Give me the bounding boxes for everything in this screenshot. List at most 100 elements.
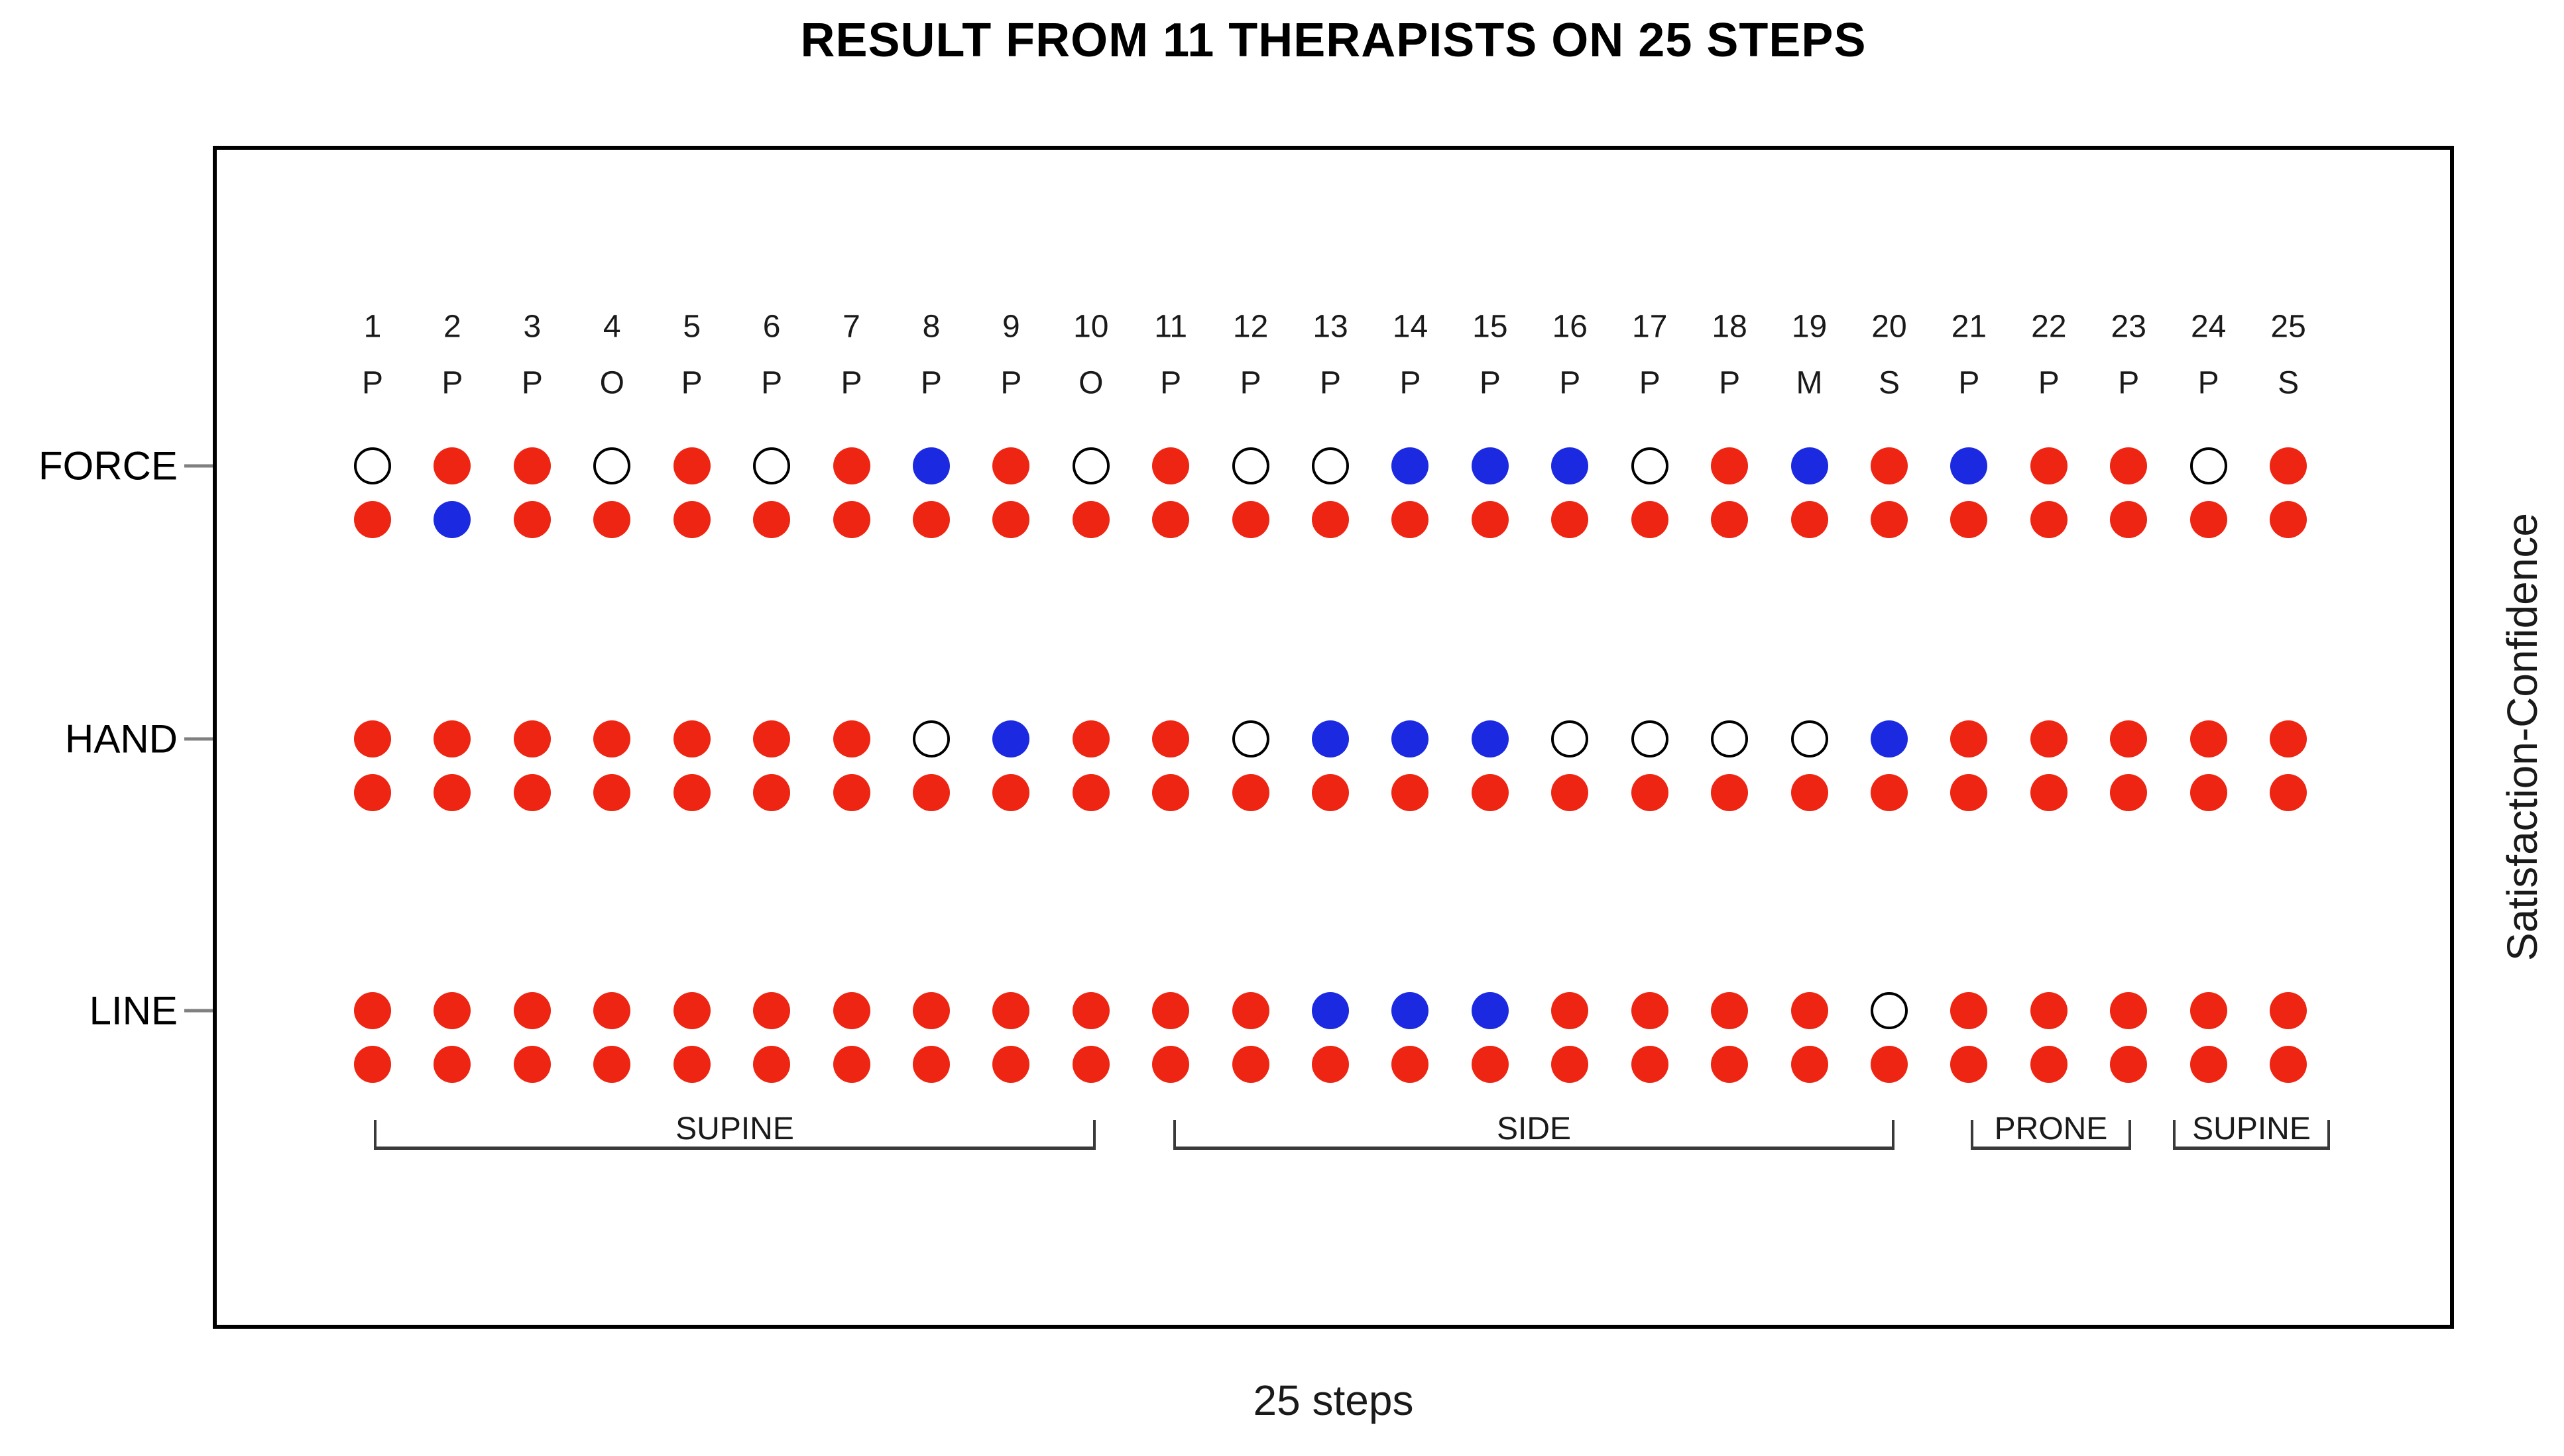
dot-force-satisfaction-step-13 [1312, 447, 1350, 484]
dot-hand-satisfaction-step-19 [1790, 720, 1828, 757]
dot-force-confidence-step-5 [673, 501, 711, 538]
dot-force-satisfaction-step-18 [1711, 447, 1749, 484]
step-letter-5: P [681, 365, 703, 401]
bracket-supine-1: SUPINE [374, 1111, 1096, 1150]
dot-force-confidence-step-19 [1790, 501, 1828, 538]
step-letter-20: S [1878, 365, 1900, 401]
dot-hand-satisfaction-step-16 [1551, 720, 1589, 757]
bracket-label-side-2: SIDE [1496, 1111, 1572, 1147]
dot-line-confidence-step-16 [1551, 1046, 1589, 1083]
dot-force-confidence-step-4 [593, 501, 631, 538]
dot-line-satisfaction-step-11 [1152, 992, 1190, 1029]
dot-force-satisfaction-step-1 [354, 447, 391, 484]
dot-line-confidence-step-4 [593, 1046, 631, 1083]
dot-force-satisfaction-step-14 [1391, 447, 1429, 484]
dot-hand-satisfaction-step-13 [1312, 720, 1350, 757]
bracket-label-prone-3: PRONE [1994, 1111, 2108, 1147]
dot-line-confidence-step-15 [1471, 1046, 1509, 1083]
dot-force-confidence-step-8 [912, 501, 950, 538]
step-number-4: 4 [603, 309, 621, 345]
dot-hand-satisfaction-step-2 [434, 720, 471, 757]
dot-hand-confidence-step-24 [2189, 774, 2227, 811]
dot-hand-satisfaction-step-15 [1471, 720, 1509, 757]
dot-force-confidence-step-9 [992, 501, 1030, 538]
dot-line-satisfaction-step-18 [1711, 992, 1749, 1029]
step-letter-8: P [920, 365, 942, 401]
dot-force-satisfaction-step-10 [1072, 447, 1110, 484]
step-number-20: 20 [1871, 309, 1907, 345]
dot-line-confidence-step-17 [1631, 1046, 1668, 1083]
step-letter-9: P [1000, 365, 1022, 401]
dot-line-satisfaction-step-6 [753, 992, 791, 1029]
dot-hand-satisfaction-step-23 [2110, 720, 2148, 757]
row-label-force: FORCE [38, 443, 178, 488]
step-number-12: 12 [1232, 309, 1269, 345]
dot-force-satisfaction-step-3 [513, 447, 551, 484]
step-letter-4: O [599, 365, 624, 401]
step-letter-3: P [521, 365, 543, 401]
step-number-19: 19 [1791, 309, 1828, 345]
dot-line-confidence-step-19 [1790, 1046, 1828, 1083]
step-number-7: 7 [843, 309, 860, 345]
dot-hand-satisfaction-step-6 [753, 720, 791, 757]
step-letter-15: P [1479, 365, 1501, 401]
dot-hand-satisfaction-step-18 [1711, 720, 1749, 757]
dot-hand-satisfaction-step-4 [593, 720, 631, 757]
dot-hand-confidence-step-16 [1551, 774, 1589, 811]
step-number-8: 8 [922, 309, 941, 345]
dot-line-confidence-step-18 [1711, 1046, 1749, 1083]
dot-hand-confidence-step-5 [673, 774, 711, 811]
dot-line-satisfaction-step-21 [1950, 992, 1988, 1029]
step-number-25: 25 [2270, 309, 2306, 345]
dot-force-satisfaction-step-5 [673, 447, 711, 484]
bracket-side-2: SIDE [1173, 1111, 1894, 1150]
dot-force-confidence-step-1 [354, 501, 391, 538]
dot-hand-satisfaction-step-3 [513, 720, 551, 757]
dot-line-satisfaction-step-8 [912, 992, 950, 1029]
dot-hand-confidence-step-8 [912, 774, 950, 811]
dot-hand-confidence-step-3 [513, 774, 551, 811]
dot-force-satisfaction-step-16 [1551, 447, 1589, 484]
dot-hand-satisfaction-step-7 [833, 720, 870, 757]
dot-hand-satisfaction-step-25 [2270, 720, 2307, 757]
step-number-24: 24 [2190, 309, 2227, 345]
dot-hand-confidence-step-21 [1950, 774, 1988, 811]
bracket-label-supine-1: SUPINE [675, 1111, 794, 1147]
row-tick-force [184, 464, 213, 468]
dot-line-confidence-step-23 [2110, 1046, 2148, 1083]
dot-force-confidence-step-21 [1950, 501, 1988, 538]
step-number-22: 22 [2031, 309, 2067, 345]
chart-title: RESULT FROM 11 THERAPISTS ON 25 STEPS [800, 14, 1867, 67]
dot-line-satisfaction-step-13 [1312, 992, 1350, 1029]
step-letter-2: P [441, 365, 463, 401]
dot-force-satisfaction-step-7 [833, 447, 870, 484]
dot-hand-confidence-step-14 [1391, 774, 1429, 811]
dot-hand-confidence-step-22 [2030, 774, 2068, 811]
dot-force-confidence-step-22 [2030, 501, 2068, 538]
dot-force-satisfaction-step-23 [2110, 447, 2148, 484]
step-number-18: 18 [1712, 309, 1747, 345]
dot-line-confidence-step-6 [753, 1046, 791, 1083]
dot-force-confidence-step-6 [753, 501, 791, 538]
dot-hand-confidence-step-6 [753, 774, 791, 811]
step-letter-16: P [1559, 365, 1581, 401]
dot-hand-confidence-step-18 [1711, 774, 1749, 811]
dot-hand-satisfaction-step-24 [2189, 720, 2227, 757]
step-letter-13: P [1320, 365, 1342, 401]
dot-hand-satisfaction-step-14 [1391, 720, 1429, 757]
step-letter-18: P [1719, 365, 1741, 401]
dot-hand-confidence-step-4 [593, 774, 631, 811]
bracket-label-supine-4: SUPINE [2192, 1111, 2311, 1147]
bracket-prone-3: PRONE [1971, 1111, 2131, 1150]
dot-force-confidence-step-3 [513, 501, 551, 538]
dot-force-satisfaction-step-22 [2030, 447, 2068, 484]
step-number-5: 5 [683, 309, 701, 345]
step-letter-10: O [1078, 365, 1104, 401]
dot-line-confidence-step-21 [1950, 1046, 1988, 1083]
step-number-21: 21 [1951, 309, 1987, 345]
dot-line-satisfaction-step-2 [434, 992, 471, 1029]
dot-hand-satisfaction-step-11 [1152, 720, 1190, 757]
dot-line-satisfaction-step-16 [1551, 992, 1589, 1029]
dot-hand-satisfaction-step-9 [992, 720, 1030, 757]
step-letter-11: P [1160, 365, 1182, 401]
